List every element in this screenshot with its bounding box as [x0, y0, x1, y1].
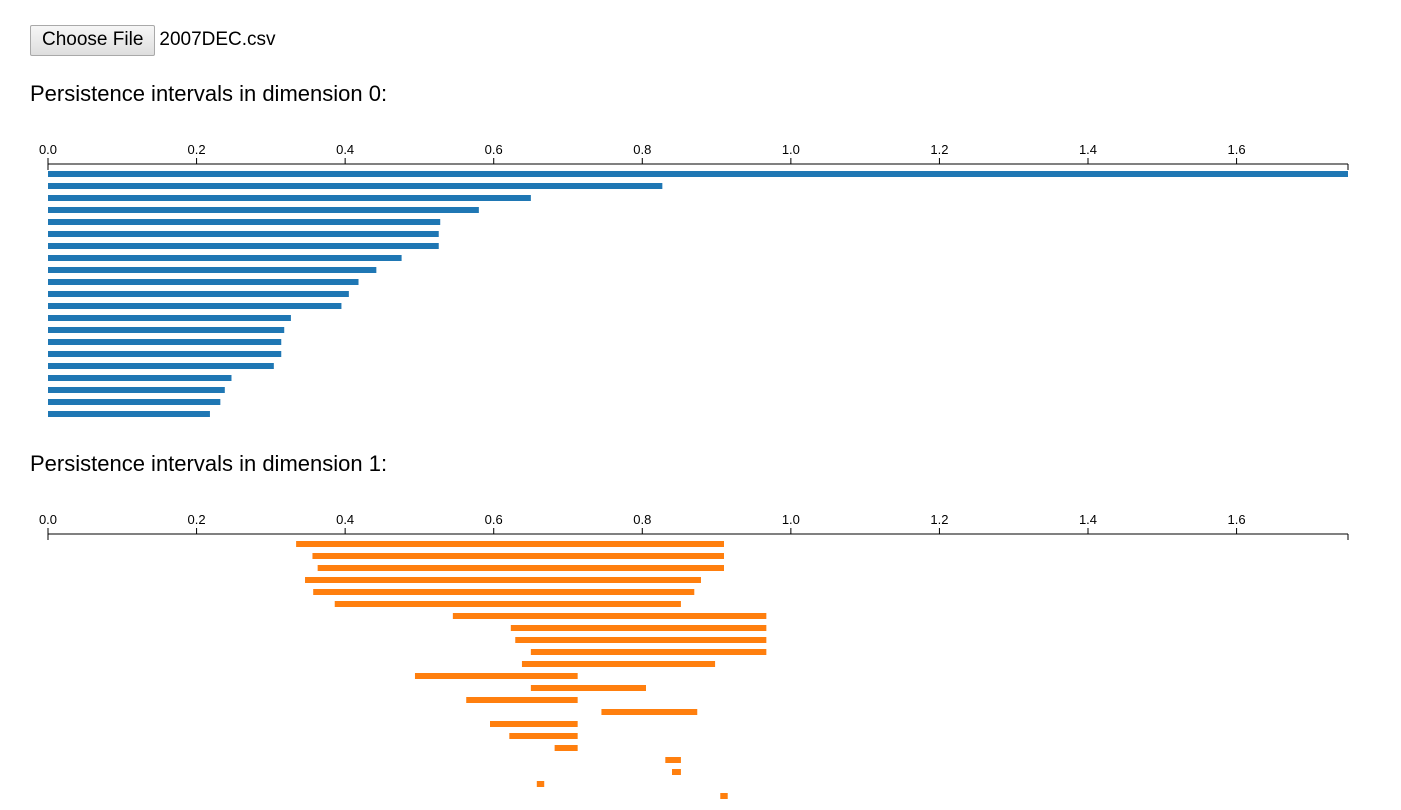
interval-bars — [296, 541, 767, 799]
x-tick-label: 0.6 — [485, 142, 503, 157]
persistence-interval-bar — [48, 243, 439, 249]
persistence-interval-bar — [48, 231, 439, 237]
persistence-interval-bar — [515, 637, 767, 643]
x-axis: 0.0 0.2 0.4 0.6 0.8 1.0 1.2 1.4 1.6 — [39, 142, 1349, 170]
x-tick-label: 1.6 — [1228, 512, 1246, 527]
x-tick-label: 1.4 — [1079, 512, 1097, 527]
x-tick-label: 0.2 — [188, 142, 206, 157]
persistence-interval-bar — [48, 315, 291, 321]
persistence-interval-bar — [48, 363, 274, 369]
persistence-interval-bar — [48, 267, 377, 273]
persistence-interval-bar — [48, 195, 531, 201]
persistence-interval-bar — [317, 565, 724, 571]
persistence-interval-bar — [48, 219, 441, 225]
dimension-0-barcode-chart: 0.0 0.2 0.4 0.6 0.8 1.0 1.2 1.4 1.6 — [39, 142, 1349, 417]
persistence-interval-bar — [48, 399, 221, 405]
x-tick-label: 0.0 — [39, 512, 57, 527]
persistence-interval-bar — [48, 291, 349, 297]
persistence-interval-bar — [48, 207, 479, 213]
x-tick-label: 1.0 — [782, 512, 800, 527]
persistence-interval-bar — [665, 757, 681, 763]
x-tick-label: 0.8 — [633, 512, 651, 527]
persistence-interval-bar — [530, 649, 767, 655]
persistence-interval-bar — [452, 613, 767, 619]
x-tick-label: 1.2 — [930, 512, 948, 527]
persistence-interval-bar — [490, 721, 578, 727]
dimension-1-title: Persistence intervals in dimension 1: — [30, 451, 388, 476]
persistence-interval-bar — [48, 327, 285, 333]
persistence-interval-bar — [554, 745, 578, 751]
persistence-interval-bar — [48, 339, 282, 345]
persistence-interval-bar — [48, 255, 402, 261]
x-tick-label: 1.0 — [782, 142, 800, 157]
x-tick-label: 1.2 — [930, 142, 948, 157]
file-input[interactable]: Choose File 2007DEC.csv — [30, 24, 276, 56]
persistence-interval-bar — [313, 589, 695, 595]
selected-file-name: 2007DEC.csv — [159, 29, 276, 50]
x-tick-label: 1.6 — [1228, 142, 1246, 157]
persistence-interval-bar — [48, 387, 225, 393]
persistence-interval-bar — [720, 793, 728, 799]
persistence-interval-bar — [509, 733, 578, 739]
x-tick-label: 0.4 — [336, 142, 354, 157]
persistence-interval-bar — [48, 303, 342, 309]
persistence-interval-bar — [536, 781, 545, 787]
persistence-interval-bar — [48, 183, 663, 189]
x-tick-label: 0.2 — [188, 512, 206, 527]
persistence-interval-bar — [48, 351, 282, 357]
persistence-interval-bar — [296, 541, 724, 547]
x-tick-label: 0.8 — [633, 142, 651, 157]
persistence-interval-bar — [48, 411, 210, 417]
interval-bars — [48, 171, 1348, 417]
persistence-interval-bar — [414, 673, 578, 679]
x-tick-label: 1.4 — [1079, 142, 1097, 157]
dimension-1-barcode-chart: 0.0 0.2 0.4 0.6 0.8 1.0 1.2 1.4 1.6 — [39, 512, 1349, 799]
x-tick-label: 0.0 — [39, 142, 57, 157]
x-axis: 0.0 0.2 0.4 0.6 0.8 1.0 1.2 1.4 1.6 — [39, 512, 1349, 540]
persistence-interval-bar — [530, 685, 646, 691]
persistence-interval-bar — [466, 697, 578, 703]
x-tick-label: 0.4 — [336, 512, 354, 527]
persistence-interval-bar — [521, 661, 716, 667]
persistence-interval-bar — [48, 171, 1348, 177]
dimension-0-title: Persistence intervals in dimension 0: — [30, 81, 388, 106]
choose-file-button[interactable]: Choose File — [30, 24, 156, 56]
persistence-interval-bar — [510, 625, 767, 631]
persistence-interval-bar — [48, 279, 359, 285]
persistence-interval-bar — [672, 769, 681, 775]
persistence-interval-bar — [48, 375, 232, 381]
persistence-interval-bar — [334, 601, 681, 607]
persistence-interval-bar — [601, 709, 698, 715]
persistence-interval-bar — [305, 577, 701, 583]
x-tick-label: 0.6 — [485, 512, 503, 527]
persistence-interval-bar — [312, 553, 724, 559]
